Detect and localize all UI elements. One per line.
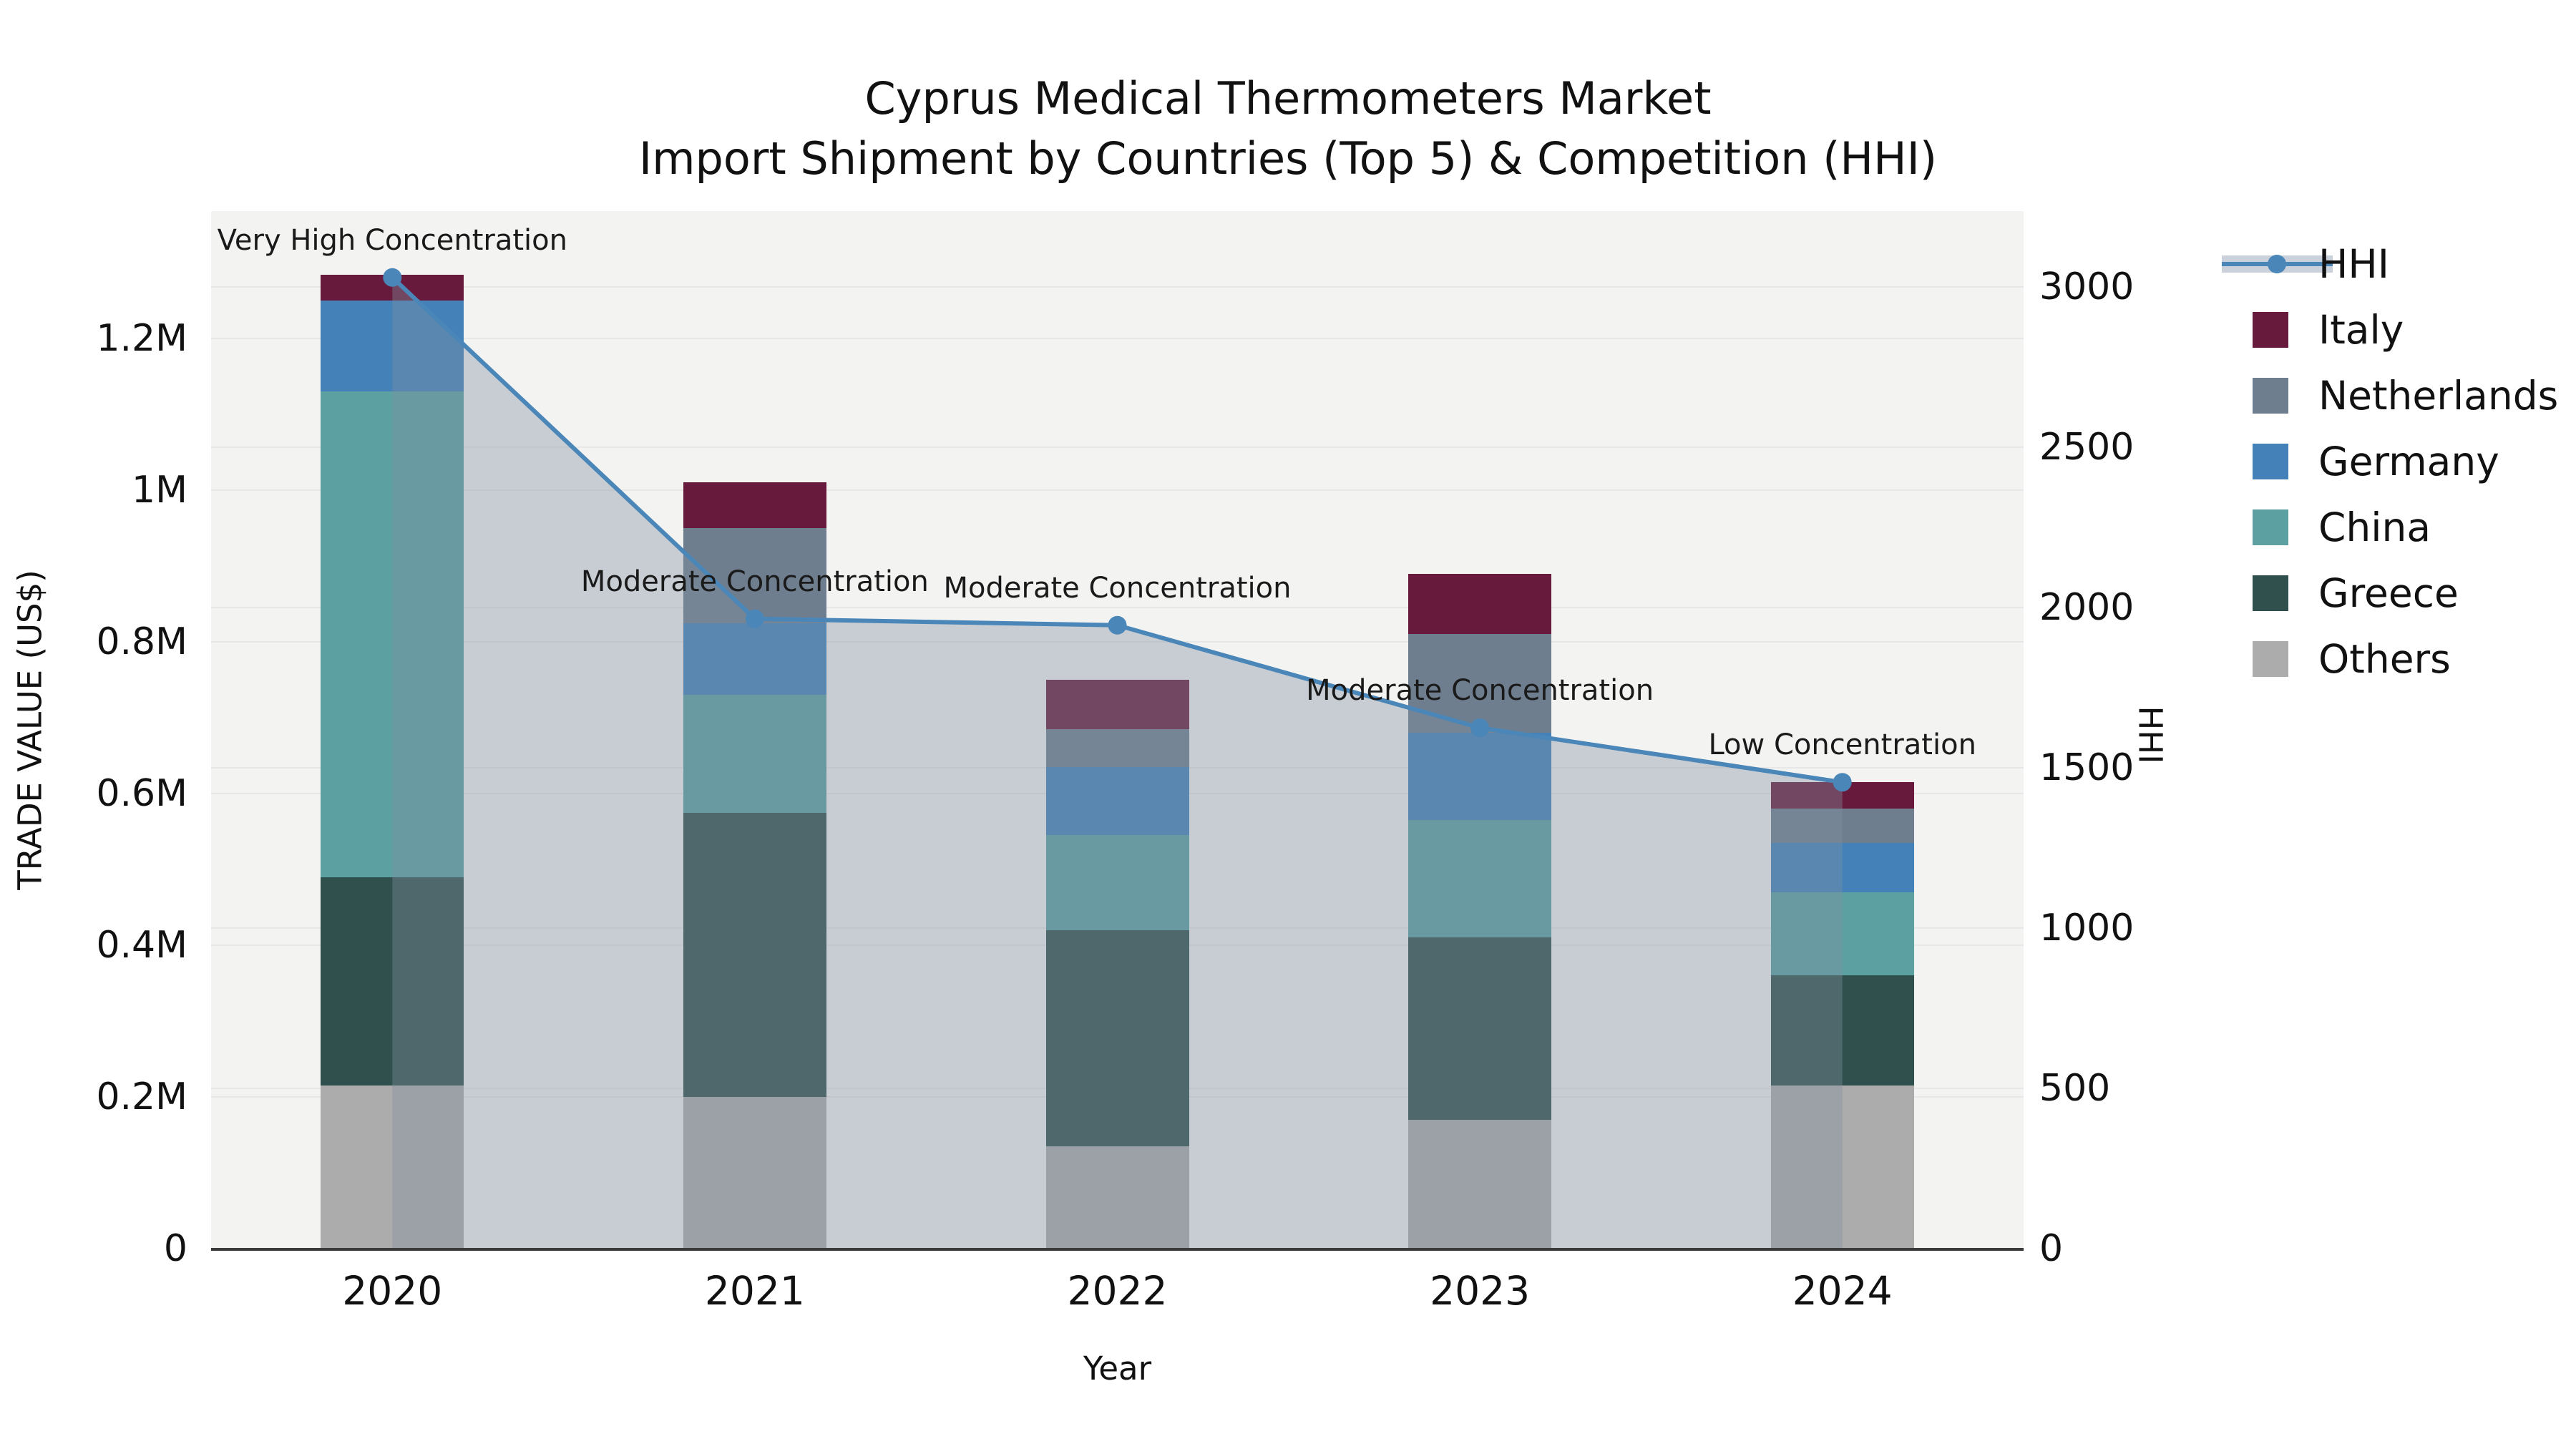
bar-segment-others-2024 [1770, 1085, 1914, 1249]
y-right-tick-label: 0 [2039, 1227, 2064, 1270]
legend-swatch-netherlands [2253, 378, 2288, 414]
x-tick-label-2020: 2020 [342, 1268, 443, 1314]
hhi-marker-2021 [745, 609, 764, 628]
bar-segment-china-2020 [321, 391, 464, 877]
legend-label-italy: Italy [2318, 307, 2404, 353]
bar-segment-china-2022 [1045, 835, 1189, 930]
y-right-tick-label: 500 [2039, 1067, 2111, 1111]
hhi-marker-2023 [1470, 718, 1490, 738]
x-axis-line [211, 1248, 2024, 1251]
chart-title-line2: Import Shipment by Countries (Top 5) & C… [638, 132, 1938, 185]
x-tick-label-2024: 2024 [1792, 1268, 1893, 1314]
y-right-tick-label: 2500 [2039, 426, 2135, 469]
legend-label-hhi: HHI [2318, 241, 2389, 287]
annotation-2023: Moderate Concentration [1306, 674, 1654, 708]
y-right-tick-label: 1500 [2039, 746, 2135, 790]
x-tick-label-2021: 2021 [704, 1268, 805, 1314]
legend-swatch-italy [2253, 312, 2288, 348]
annotation-2021: Moderate Concentration [580, 565, 929, 598]
gridline-trade [211, 489, 2024, 492]
bar-segment-others-2021 [683, 1097, 826, 1249]
bar-segment-germany-2024 [1770, 842, 1914, 892]
y-right-tick-label: 3000 [2039, 265, 2135, 309]
bar-segment-germany-2020 [321, 301, 464, 392]
legend-label-netherlands: Netherlands [2318, 373, 2559, 419]
bar-segment-germany-2023 [1408, 733, 1552, 821]
chart-title-line1: Cyprus Medical Thermometers Market [864, 72, 1712, 125]
bar-segment-china-2021 [683, 695, 826, 813]
legend-label-germany: Germany [2318, 439, 2499, 484]
y-axis-left-label: TRADE VALUE (US$) [11, 570, 49, 890]
gridline-hhi [211, 286, 2024, 288]
x-tick-label-2022: 2022 [1067, 1268, 1168, 1314]
hhi-overlay [383, 268, 1852, 1249]
y-axis-right-label: HHI [2131, 706, 2170, 764]
legend-label-others: Others [2318, 636, 2451, 682]
annotation-2020: Very High Concentration [217, 223, 567, 257]
bar-segment-germany-2021 [683, 623, 826, 696]
legend-swatch-greece [2253, 575, 2288, 611]
bar-segment-greece-2023 [1408, 937, 1552, 1120]
y-left-tick-label: 0.6M [96, 772, 187, 816]
hhi-marker-2022 [1108, 615, 1127, 635]
hhi-legend-marker [2268, 255, 2286, 273]
bar-segment-others-2022 [1045, 1146, 1189, 1249]
hhi-area-fill [392, 277, 1843, 1249]
legend-swatch-germany [2253, 444, 2288, 479]
gridline-trade [211, 338, 2024, 340]
bar-segment-greece-2021 [683, 812, 826, 1097]
y-left-tick-label: 0.2M [96, 1075, 187, 1118]
bar-segment-netherlands-2024 [1770, 809, 1914, 843]
hhi-marker-2024 [1833, 773, 1852, 792]
y-right-tick-label: 2000 [2039, 586, 2135, 630]
bar-segment-italy-2021 [683, 482, 826, 529]
y-left-tick-label: 1.2M [96, 317, 187, 361]
x-axis-label: Year [1083, 1350, 1152, 1387]
gridline-hhi [211, 447, 2024, 449]
annotation-2022: Moderate Concentration [943, 571, 1292, 605]
bar-segment-greece-2024 [1770, 975, 1914, 1086]
annotation-2024: Low Concentration [1708, 728, 1976, 762]
plot-area [211, 211, 2024, 1249]
bar-segment-others-2020 [321, 1085, 464, 1249]
y-right-tick-label: 1000 [2039, 907, 2135, 950]
gridline-hhi [211, 607, 2024, 609]
bar-segment-italy-2022 [1045, 680, 1189, 729]
bar-segment-netherlands-2022 [1045, 728, 1189, 767]
legend-swatch-china [2253, 509, 2288, 545]
hhi-marker-2020 [383, 268, 402, 287]
legend-swatch-others [2253, 641, 2288, 677]
legend-label-greece: Greece [2318, 570, 2459, 616]
bar-segment-italy-2023 [1408, 573, 1552, 635]
bar-segment-greece-2020 [321, 877, 464, 1086]
bar-segment-china-2024 [1770, 892, 1914, 976]
y-left-tick-label: 0.4M [96, 924, 187, 967]
gridline-trade [211, 641, 2024, 643]
chart-title: Cyprus Medical Thermometers Market Impor… [0, 69, 2576, 189]
bar-segment-others-2023 [1408, 1119, 1552, 1249]
x-tick-label-2023: 2023 [1430, 1268, 1531, 1314]
y-left-tick-label: 1M [132, 469, 187, 512]
bar-segment-china-2023 [1408, 820, 1552, 938]
y-left-tick-label: 0 [163, 1227, 187, 1270]
bar-segment-greece-2022 [1045, 930, 1189, 1146]
legend-label-china: China [2318, 504, 2431, 550]
y-left-tick-label: 0.8M [96, 620, 187, 664]
bar-segment-germany-2022 [1045, 766, 1189, 836]
